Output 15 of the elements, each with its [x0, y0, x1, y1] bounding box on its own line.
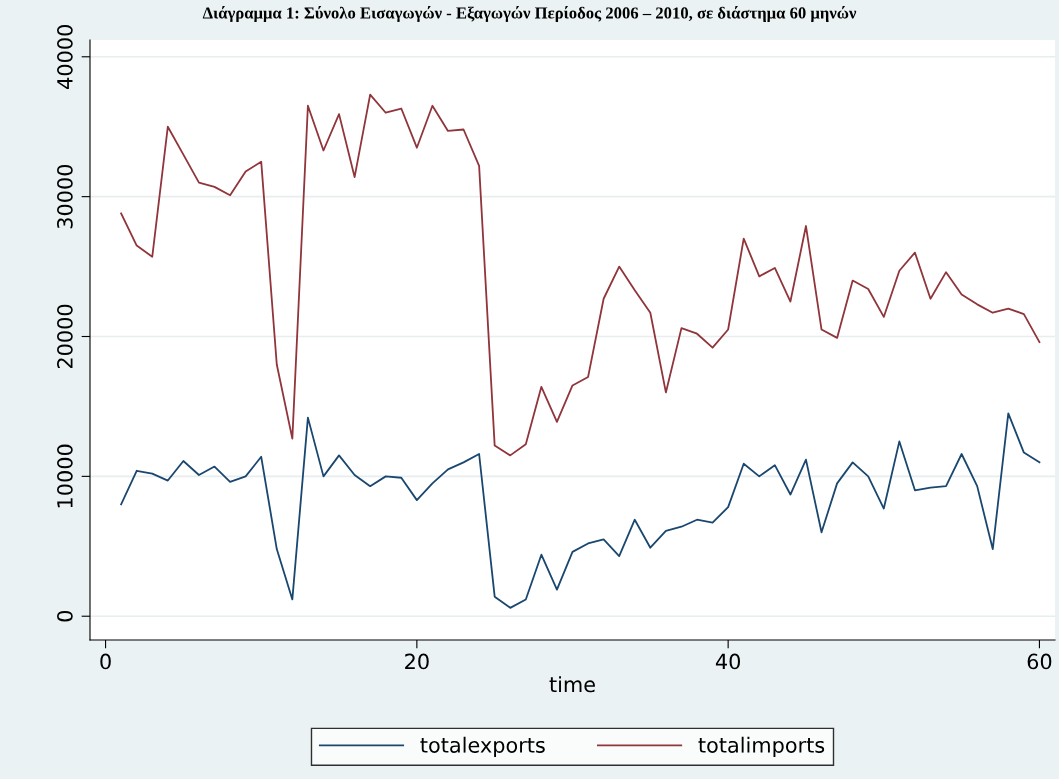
- line-series: [120, 93, 1041, 457]
- chart-title: Διάγραμμα 1: Σύνολο Εισαγωγών - Εξαγωγών Περίοδος 2006 – 2010, σε διάστημα 60 μηνών: [202, 6, 857, 22]
- x-tick-label: 20: [405, 653, 429, 670]
- y-tick-label: 20000: [57, 304, 73, 369]
- y-tick-label: 40000: [57, 25, 73, 89]
- y-tick-label: 0: [57, 610, 73, 622]
- x-tick-label: 60: [1027, 653, 1052, 670]
- legend-label: totalimports: [698, 736, 825, 757]
- x-tick-label: 0: [100, 653, 111, 670]
- x-tick-label: 40: [715, 653, 741, 670]
- y-tick-label: 10000: [57, 444, 73, 508]
- legend-label: totalexports: [420, 736, 545, 757]
- y-tick-label: 30000: [57, 164, 73, 229]
- x-axis-title: time: [549, 676, 595, 693]
- line-series: [120, 412, 1041, 609]
